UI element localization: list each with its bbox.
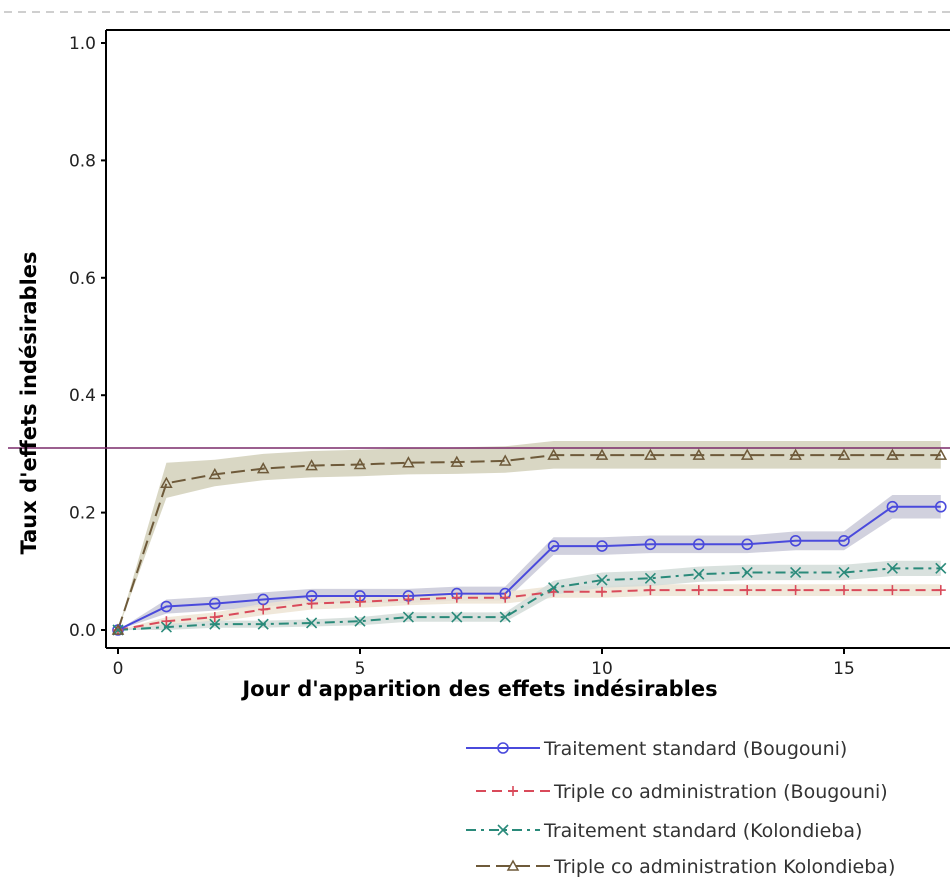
data-point-3-11 <box>644 448 657 460</box>
data-point-1-14 <box>790 585 801 596</box>
data-point-3-6 <box>402 456 415 468</box>
data-point-0-13 <box>741 538 754 551</box>
data-point-2-12 <box>693 568 705 580</box>
confidence-band-2 <box>118 560 941 630</box>
data-point-0-1 <box>160 600 173 613</box>
legend-label-2: Traitement standard (Kolondieba) <box>543 820 862 842</box>
legend-item-0: Traitement standard (Bougouni) <box>466 738 847 760</box>
legend-label-3: Triple co administration Kolondieba) <box>553 856 895 878</box>
data-point-0-9 <box>547 540 560 552</box>
data-point-3-8 <box>498 454 512 466</box>
data-point-0-10 <box>596 540 608 552</box>
plot-frame <box>105 29 950 649</box>
series-line-2 <box>117 567 941 631</box>
data-point-3-9 <box>547 448 560 460</box>
series-lines <box>117 454 941 631</box>
data-point-3-16 <box>886 448 899 460</box>
data-point-3-4 <box>305 459 318 471</box>
data-point-3-3 <box>256 462 270 474</box>
data-point-1-3 <box>258 604 269 615</box>
x-axis-title: Jour d'apparition des effets indésirable… <box>240 677 717 701</box>
data-point-1-4 <box>306 598 317 609</box>
legend-marker-2 <box>497 824 509 836</box>
data-point-2-16 <box>886 562 898 574</box>
legend-label-0: Traitement standard (Bougouni) <box>543 738 847 760</box>
data-point-1-16 <box>887 585 898 596</box>
legend-marker-1 <box>508 786 518 796</box>
data-point-0-11 <box>644 538 657 551</box>
legend-marker-0 <box>497 742 509 754</box>
legend: Traitement standard (Bougouni) Triple co … <box>466 738 895 878</box>
data-point-2-9 <box>548 582 560 594</box>
y-tick-label-4: 0.8 <box>69 151 96 171</box>
data-point-1-12 <box>693 585 704 596</box>
data-point-3-1 <box>160 476 173 488</box>
data-point-3-2 <box>208 467 222 480</box>
y-tick-label-5: 1.0 <box>69 34 96 54</box>
data-point-1-17 <box>935 585 946 596</box>
data-point-2-14 <box>790 566 802 579</box>
data-point-0-2 <box>209 597 221 610</box>
x-tick-label-1: 5 <box>355 659 366 679</box>
data-point-0-16 <box>886 500 899 513</box>
series-line-1 <box>117 589 941 631</box>
data-point-1-7 <box>451 592 462 603</box>
data-point-0-17 <box>934 500 947 513</box>
data-point-1-11 <box>645 585 656 596</box>
data-point-1-1 <box>161 616 172 627</box>
y-tick-label-2: 0.4 <box>69 386 96 406</box>
data-point-2-8 <box>499 611 511 623</box>
data-point-1-8 <box>500 592 511 603</box>
data-point-1-2 <box>209 612 220 623</box>
data-point-3-7 <box>450 455 464 467</box>
y-tick-label-0: 0.0 <box>69 621 96 641</box>
y-tick-label-3: 0.6 <box>69 269 96 289</box>
data-point-2-1 <box>160 621 172 633</box>
legend-item-2: Traitement standard (Kolondieba) <box>466 820 862 842</box>
series-line-3 <box>117 454 941 631</box>
x-tick-label-3: 15 <box>833 659 855 679</box>
legend-item-1: Triple co administration (Bougouni) <box>476 781 888 803</box>
data-point-3-13 <box>740 448 754 460</box>
data-point-2-15 <box>838 566 850 579</box>
data-point-1-10 <box>597 586 607 597</box>
data-point-2-5 <box>354 615 366 627</box>
data-point-2-13 <box>741 566 753 579</box>
legend-label-1: Triple co administration (Bougouni) <box>553 781 888 803</box>
data-point-0-14 <box>789 534 802 547</box>
confidence-band-3 <box>118 441 941 630</box>
data-point-2-7 <box>451 611 463 623</box>
y-axis-title: Taux d'effets indésirables <box>17 251 41 554</box>
data-point-1-6 <box>403 594 414 605</box>
data-point-0-12 <box>692 538 705 551</box>
data-point-3-15 <box>837 448 851 460</box>
data-point-1-13 <box>742 585 753 596</box>
confidence-band-1 <box>118 584 941 630</box>
data-point-1-15 <box>839 585 849 596</box>
series-markers <box>111 448 948 636</box>
data-point-3-5 <box>353 457 367 470</box>
data-point-1-5 <box>355 596 365 607</box>
data-point-2-4 <box>306 617 318 629</box>
data-point-0-15 <box>838 534 850 547</box>
data-point-2-3 <box>257 618 269 630</box>
data-point-2-2 <box>209 618 221 630</box>
data-point-3-12 <box>692 448 706 460</box>
data-point-3-10 <box>595 448 609 460</box>
series-line-0 <box>117 505 941 631</box>
data-point-2-10 <box>596 574 608 586</box>
axis-ticks: 0.0 0.2 0.4 0.6 0.8 1.0 0 5 10 15 <box>69 34 855 679</box>
data-point-2-6 <box>402 611 414 623</box>
data-point-3-0 <box>111 623 125 635</box>
data-point-3-17 <box>934 448 948 460</box>
x-tick-label-0: 0 <box>113 659 124 679</box>
data-point-3-14 <box>789 448 802 460</box>
y-tick-label-1: 0.2 <box>69 504 96 524</box>
data-point-2-17 <box>935 562 947 574</box>
legend-item-3: Triple co administration Kolondieba) <box>476 856 895 878</box>
data-point-2-11 <box>644 572 656 584</box>
x-tick-label-2: 10 <box>591 659 613 679</box>
legend-marker-3 <box>506 859 520 871</box>
